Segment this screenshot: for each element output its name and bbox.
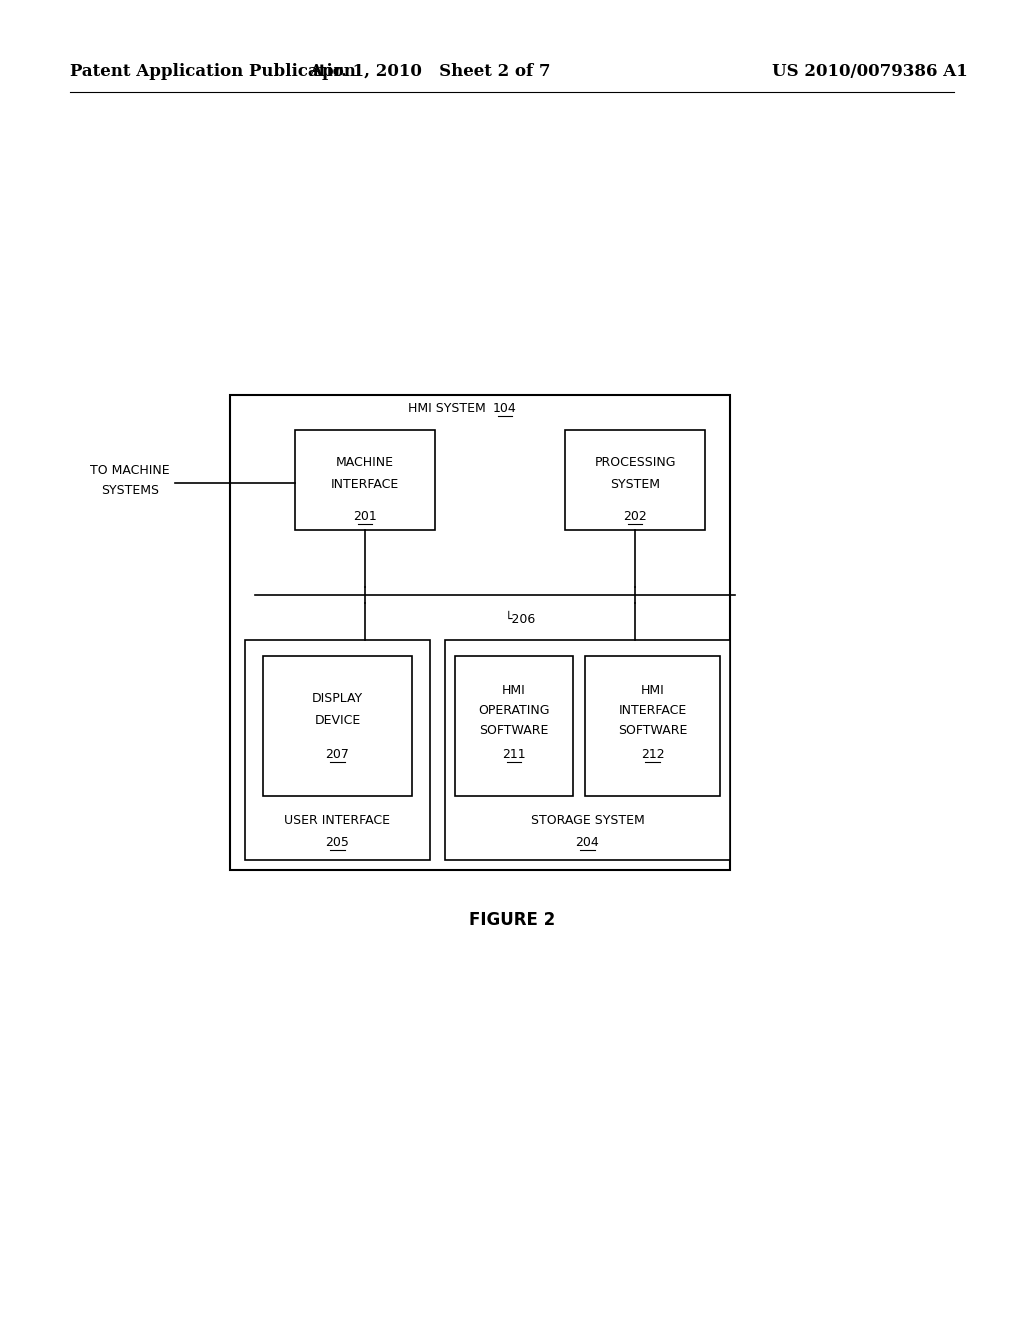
Text: HMI SYSTEM: HMI SYSTEM [409,401,490,414]
Text: USER INTERFACE: USER INTERFACE [285,813,390,826]
Text: HMI: HMI [641,684,665,697]
Text: TO MACHINE: TO MACHINE [90,463,170,477]
Text: INTERFACE: INTERFACE [618,704,687,717]
Text: DISPLAY: DISPLAY [312,692,364,705]
Text: Patent Application Publication: Patent Application Publication [70,63,356,81]
Text: 201: 201 [353,510,377,523]
Text: SOFTWARE: SOFTWARE [479,723,549,737]
Text: 104: 104 [494,401,517,414]
Bar [445,640,730,861]
Text: US 2010/0079386 A1: US 2010/0079386 A1 [772,63,968,81]
Text: SOFTWARE: SOFTWARE [617,723,687,737]
Text: MACHINE: MACHINE [336,457,394,470]
Bar [245,640,430,861]
Text: 202: 202 [624,510,647,523]
Bar [455,656,573,796]
Text: DEVICE: DEVICE [314,714,360,726]
Text: 212: 212 [641,747,665,760]
Bar [565,430,705,531]
Bar [230,395,730,870]
Text: HMI: HMI [502,684,526,697]
Text: SYSTEMS: SYSTEMS [101,483,159,496]
Text: └206: └206 [505,612,537,626]
Text: 211: 211 [502,747,525,760]
Text: 207: 207 [326,747,349,760]
Text: FIGURE 2: FIGURE 2 [469,911,555,929]
Text: PROCESSING: PROCESSING [594,457,676,470]
Text: SYSTEM: SYSTEM [610,479,660,491]
Text: Apr. 1, 2010   Sheet 2 of 7: Apr. 1, 2010 Sheet 2 of 7 [309,63,551,81]
Text: STORAGE SYSTEM: STORAGE SYSTEM [530,813,644,826]
Text: OPERATING: OPERATING [478,704,550,717]
Bar [295,430,435,531]
Text: INTERFACE: INTERFACE [331,479,399,491]
Text: 205: 205 [326,836,349,849]
Text: 204: 204 [575,836,599,849]
Bar [585,656,720,796]
Bar [263,656,412,796]
